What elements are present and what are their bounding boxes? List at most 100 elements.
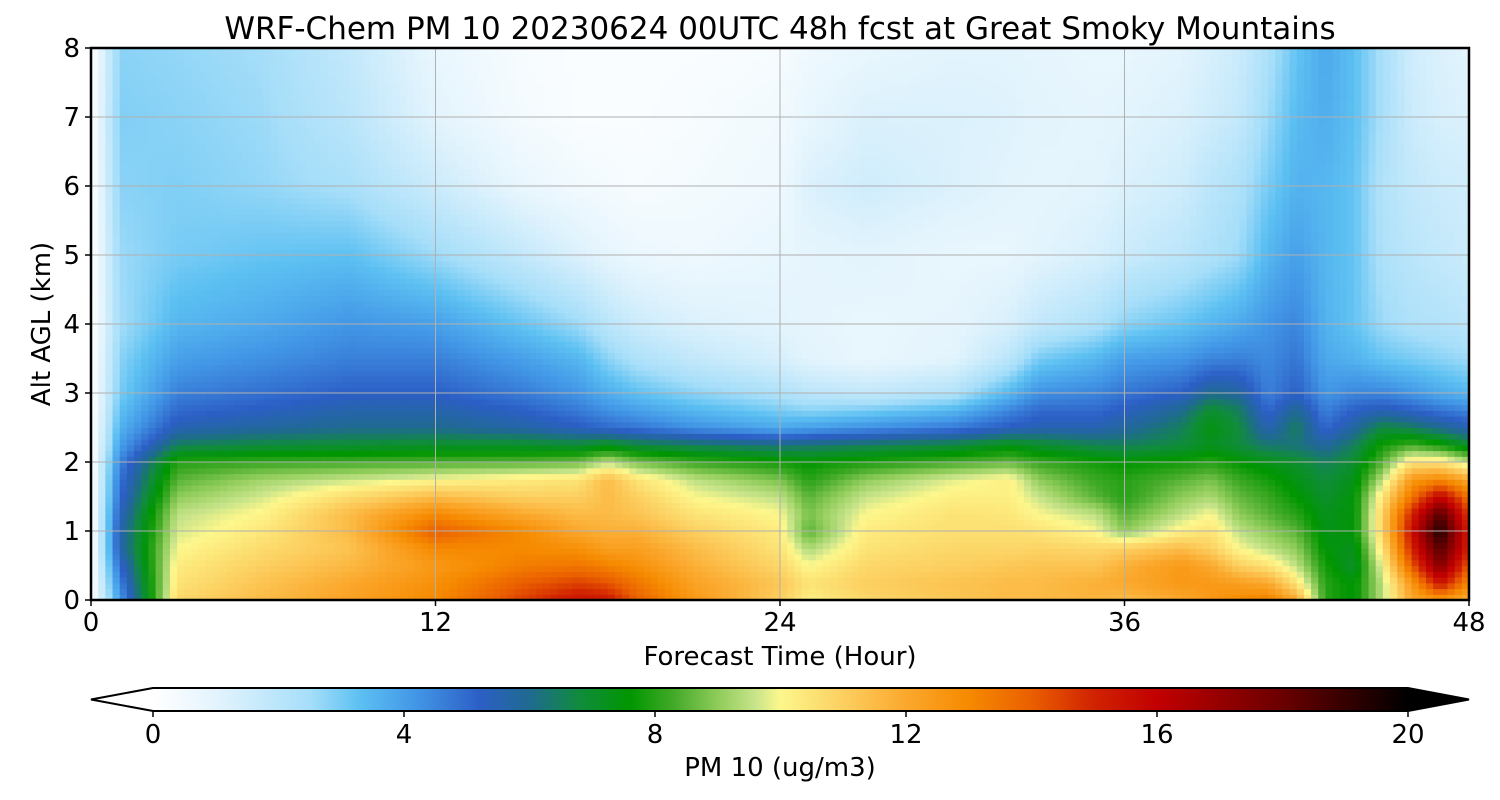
- heatmap-cell: [1218, 566, 1226, 572]
- heatmap-cell: [981, 554, 989, 560]
- heatmap-cell: [773, 531, 781, 537]
- heatmap-cell: [199, 502, 207, 508]
- heatmap-cell: [141, 566, 149, 572]
- heatmap-cell: [1412, 560, 1420, 566]
- heatmap-cell: [385, 451, 393, 457]
- heatmap-cell: [859, 560, 867, 566]
- heatmap-cell: [400, 531, 408, 537]
- heatmap-cell: [1397, 502, 1405, 508]
- heatmap-cell: [263, 566, 271, 572]
- heatmap-cell: [120, 451, 128, 457]
- heatmap-cell: [436, 554, 444, 560]
- heatmap-cell: [543, 491, 551, 497]
- heatmap-cell: [342, 566, 350, 572]
- heatmap-cell: [450, 548, 458, 554]
- heatmap-cell: [184, 543, 192, 549]
- heatmap-cell: [141, 485, 149, 491]
- heatmap-cell: [1261, 577, 1269, 583]
- heatmap-cell: [974, 543, 982, 549]
- heatmap-cell: [1340, 577, 1348, 583]
- heatmap-cell: [220, 537, 228, 543]
- heatmap-cell: [572, 554, 580, 560]
- heatmap-cell: [1060, 462, 1068, 468]
- heatmap-cell: [802, 543, 810, 549]
- heatmap-cell: [443, 485, 451, 491]
- heatmap-cell: [1440, 479, 1448, 485]
- heatmap-cell: [213, 583, 221, 589]
- heatmap-cell: [1060, 520, 1068, 526]
- heatmap-cell: [751, 451, 759, 457]
- heatmap-cell: [421, 589, 429, 595]
- heatmap-cell: [421, 514, 429, 520]
- heatmap-cell: [1311, 583, 1319, 589]
- heatmap-cell: [830, 468, 838, 474]
- heatmap-cell: [134, 589, 142, 595]
- heatmap-cell: [579, 514, 587, 520]
- heatmap-cell: [1376, 571, 1384, 577]
- heatmap-cell: [636, 548, 644, 554]
- heatmap-cell: [536, 531, 544, 537]
- heatmap-cell: [213, 514, 221, 520]
- heatmap-cell: [758, 583, 766, 589]
- heatmap-cell: [1117, 497, 1125, 503]
- heatmap-cell: [256, 468, 264, 474]
- heatmap-cell: [242, 571, 250, 577]
- heatmap-cell: [672, 491, 680, 497]
- heatmap-cell: [1060, 485, 1068, 491]
- heatmap-cell: [1354, 485, 1362, 491]
- heatmap-cell: [694, 583, 702, 589]
- heatmap-cell: [1196, 502, 1204, 508]
- heatmap-cell: [249, 502, 257, 508]
- heatmap-cell: [952, 451, 960, 457]
- heatmap-cell: [536, 589, 544, 595]
- heatmap-cell: [680, 508, 688, 514]
- heatmap-cell: [1132, 491, 1140, 497]
- heatmap-cell: [981, 577, 989, 583]
- heatmap-cell: [543, 508, 551, 514]
- chart-title: WRF-Chem PM 10 20230624 00UTC 48h fcst a…: [224, 11, 1335, 47]
- heatmap-cell: [593, 485, 601, 491]
- heatmap-cell: [191, 531, 199, 537]
- heatmap-cell: [1203, 491, 1211, 497]
- heatmap-cell: [428, 583, 436, 589]
- heatmap-cell: [959, 571, 967, 577]
- heatmap-cell: [1397, 497, 1405, 503]
- heatmap-cell: [199, 468, 207, 474]
- heatmap-cell: [751, 520, 759, 526]
- heatmap-cell: [1031, 537, 1039, 543]
- heatmap-cell: [141, 571, 149, 577]
- heatmap-cell: [278, 468, 286, 474]
- heatmap-cell: [629, 479, 637, 485]
- heatmap-cell: [428, 537, 436, 543]
- heatmap-cell: [1053, 491, 1061, 497]
- heatmap-cell: [407, 571, 415, 577]
- heatmap-cell: [852, 543, 860, 549]
- heatmap-cell: [479, 583, 487, 589]
- heatmap-cell: [529, 537, 537, 543]
- heatmap-cell: [1325, 537, 1333, 543]
- heatmap-cell: [1297, 497, 1305, 503]
- heatmap-cell: [658, 491, 666, 497]
- heatmap-cell: [715, 468, 723, 474]
- heatmap-cell: [622, 502, 630, 508]
- heatmap-cell: [392, 566, 400, 572]
- heatmap-cell: [220, 468, 228, 474]
- heatmap-cell: [1117, 479, 1125, 485]
- heatmap-cell: [1146, 589, 1154, 595]
- heatmap-cell: [672, 531, 680, 537]
- heatmap-cell: [385, 520, 393, 526]
- heatmap-cell: [1218, 548, 1226, 554]
- heatmap-cell: [263, 451, 271, 457]
- heatmap-cell: [1275, 502, 1283, 508]
- heatmap-cell: [536, 502, 544, 508]
- heatmap-cell: [615, 485, 623, 491]
- heatmap-cell: [1297, 554, 1305, 560]
- heatmap-cell: [184, 514, 192, 520]
- heatmap-cell: [407, 479, 415, 485]
- heatmap-cell: [1261, 589, 1269, 595]
- heatmap-cell: [170, 537, 178, 543]
- heatmap-cell: [586, 520, 594, 526]
- heatmap-cell: [1146, 479, 1154, 485]
- heatmap-cell: [263, 531, 271, 537]
- heatmap-cell: [500, 451, 508, 457]
